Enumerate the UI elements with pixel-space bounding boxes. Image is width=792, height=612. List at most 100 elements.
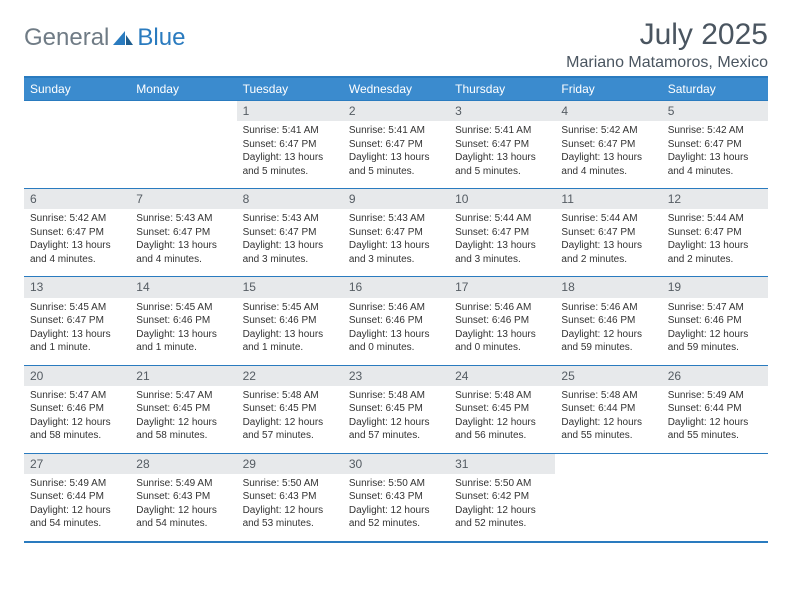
daylight-line2: and 1 minute. [136,341,230,355]
sunrise-text: Sunrise: 5:50 AM [455,477,549,491]
calendar-day: 11Sunrise: 5:44 AMSunset: 6:47 PMDayligh… [555,189,661,277]
calendar-day: 30Sunrise: 5:50 AMSunset: 6:43 PMDayligh… [343,453,449,542]
sunset-text: Sunset: 6:46 PM [455,314,549,328]
day-number: 13 [24,277,130,297]
day-number: 30 [343,454,449,474]
day-details: Sunrise: 5:46 AMSunset: 6:46 PMDaylight:… [555,298,661,365]
day-number: 28 [130,454,236,474]
sunset-text: Sunset: 6:47 PM [30,314,124,328]
calendar-day-empty [24,101,130,189]
calendar-day: 15Sunrise: 5:45 AMSunset: 6:46 PMDayligh… [237,277,343,365]
sunset-text: Sunset: 6:43 PM [349,490,443,504]
daylight-line2: and 57 minutes. [243,429,337,443]
calendar-day: 28Sunrise: 5:49 AMSunset: 6:43 PMDayligh… [130,453,236,542]
day-details: Sunrise: 5:41 AMSunset: 6:47 PMDaylight:… [237,121,343,188]
sunrise-text: Sunrise: 5:44 AM [455,212,549,226]
daylight-line1: Daylight: 12 hours [136,504,230,518]
calendar-day: 4Sunrise: 5:42 AMSunset: 6:47 PMDaylight… [555,101,661,189]
calendar-day: 20Sunrise: 5:47 AMSunset: 6:46 PMDayligh… [24,365,130,453]
day-number: 24 [449,366,555,386]
sunrise-text: Sunrise: 5:48 AM [349,389,443,403]
calendar-day: 23Sunrise: 5:48 AMSunset: 6:45 PMDayligh… [343,365,449,453]
sunset-text: Sunset: 6:45 PM [243,402,337,416]
day-details: Sunrise: 5:47 AMSunset: 6:46 PMDaylight:… [662,298,768,365]
calendar-day: 27Sunrise: 5:49 AMSunset: 6:44 PMDayligh… [24,453,130,542]
day-number: 29 [237,454,343,474]
sunset-text: Sunset: 6:43 PM [136,490,230,504]
calendar-day: 10Sunrise: 5:44 AMSunset: 6:47 PMDayligh… [449,189,555,277]
sunset-text: Sunset: 6:44 PM [30,490,124,504]
day-details: Sunrise: 5:50 AMSunset: 6:42 PMDaylight:… [449,474,555,541]
sunset-text: Sunset: 6:43 PM [243,490,337,504]
day-number: 2 [343,101,449,121]
day-details: Sunrise: 5:42 AMSunset: 6:47 PMDaylight:… [555,121,661,188]
calendar-day: 16Sunrise: 5:46 AMSunset: 6:46 PMDayligh… [343,277,449,365]
sunset-text: Sunset: 6:47 PM [349,226,443,240]
daylight-line1: Daylight: 13 hours [561,151,655,165]
day-details: Sunrise: 5:45 AMSunset: 6:46 PMDaylight:… [237,298,343,365]
logo-text-1: General [24,24,109,52]
sunset-text: Sunset: 6:46 PM [668,314,762,328]
daylight-line2: and 1 minute. [30,341,124,355]
sunset-text: Sunset: 6:46 PM [561,314,655,328]
sunrise-text: Sunrise: 5:47 AM [30,389,124,403]
daylight-line1: Daylight: 13 hours [243,328,337,342]
daylight-line1: Daylight: 13 hours [561,239,655,253]
sunrise-text: Sunrise: 5:47 AM [668,301,762,315]
daylight-line1: Daylight: 13 hours [30,239,124,253]
calendar-day-empty [662,453,768,542]
sunrise-text: Sunrise: 5:41 AM [349,124,443,138]
day-header: Friday [555,77,661,101]
sunset-text: Sunset: 6:44 PM [561,402,655,416]
sunset-text: Sunset: 6:47 PM [136,226,230,240]
daylight-line2: and 5 minutes. [349,165,443,179]
calendar-week: 1Sunrise: 5:41 AMSunset: 6:47 PMDaylight… [24,101,768,189]
daylight-line1: Daylight: 12 hours [243,416,337,430]
day-number: 22 [237,366,343,386]
daylight-line2: and 4 minutes. [561,165,655,179]
day-number: 6 [24,189,130,209]
day-number: 3 [449,101,555,121]
calendar-header: SundayMondayTuesdayWednesdayThursdayFrid… [24,77,768,101]
daylight-line2: and 4 minutes. [136,253,230,267]
day-details: Sunrise: 5:42 AMSunset: 6:47 PMDaylight:… [24,209,130,276]
day-details: Sunrise: 5:48 AMSunset: 6:45 PMDaylight:… [449,386,555,453]
sunset-text: Sunset: 6:47 PM [668,138,762,152]
daylight-line1: Daylight: 13 hours [243,151,337,165]
calendar-day: 25Sunrise: 5:48 AMSunset: 6:44 PMDayligh… [555,365,661,453]
sunrise-text: Sunrise: 5:50 AM [349,477,443,491]
sunrise-text: Sunrise: 5:45 AM [30,301,124,315]
calendar-day: 7Sunrise: 5:43 AMSunset: 6:47 PMDaylight… [130,189,236,277]
sunset-text: Sunset: 6:47 PM [561,138,655,152]
daylight-line2: and 54 minutes. [136,517,230,531]
sunrise-text: Sunrise: 5:45 AM [243,301,337,315]
daylight-line1: Daylight: 13 hours [349,239,443,253]
day-number: 12 [662,189,768,209]
sunrise-text: Sunrise: 5:43 AM [136,212,230,226]
calendar-day: 13Sunrise: 5:45 AMSunset: 6:47 PMDayligh… [24,277,130,365]
day-details: Sunrise: 5:49 AMSunset: 6:44 PMDaylight:… [662,386,768,453]
day-details: Sunrise: 5:44 AMSunset: 6:47 PMDaylight:… [662,209,768,276]
day-details: Sunrise: 5:46 AMSunset: 6:46 PMDaylight:… [343,298,449,365]
day-details: Sunrise: 5:43 AMSunset: 6:47 PMDaylight:… [343,209,449,276]
sunset-text: Sunset: 6:47 PM [243,226,337,240]
day-details: Sunrise: 5:49 AMSunset: 6:44 PMDaylight:… [24,474,130,541]
daylight-line2: and 3 minutes. [349,253,443,267]
day-number: 26 [662,366,768,386]
sunset-text: Sunset: 6:46 PM [136,314,230,328]
calendar-day: 29Sunrise: 5:50 AMSunset: 6:43 PMDayligh… [237,453,343,542]
daylight-line2: and 3 minutes. [243,253,337,267]
day-number: 16 [343,277,449,297]
sunrise-text: Sunrise: 5:42 AM [561,124,655,138]
calendar-day: 31Sunrise: 5:50 AMSunset: 6:42 PMDayligh… [449,453,555,542]
calendar-day: 8Sunrise: 5:43 AMSunset: 6:47 PMDaylight… [237,189,343,277]
sunrise-text: Sunrise: 5:49 AM [668,389,762,403]
daylight-line2: and 53 minutes. [243,517,337,531]
day-details: Sunrise: 5:48 AMSunset: 6:45 PMDaylight:… [237,386,343,453]
daylight-line2: and 59 minutes. [668,341,762,355]
daylight-line2: and 58 minutes. [30,429,124,443]
daylight-line1: Daylight: 12 hours [30,504,124,518]
day-number: 21 [130,366,236,386]
daylight-line1: Daylight: 13 hours [455,239,549,253]
sunrise-text: Sunrise: 5:42 AM [30,212,124,226]
